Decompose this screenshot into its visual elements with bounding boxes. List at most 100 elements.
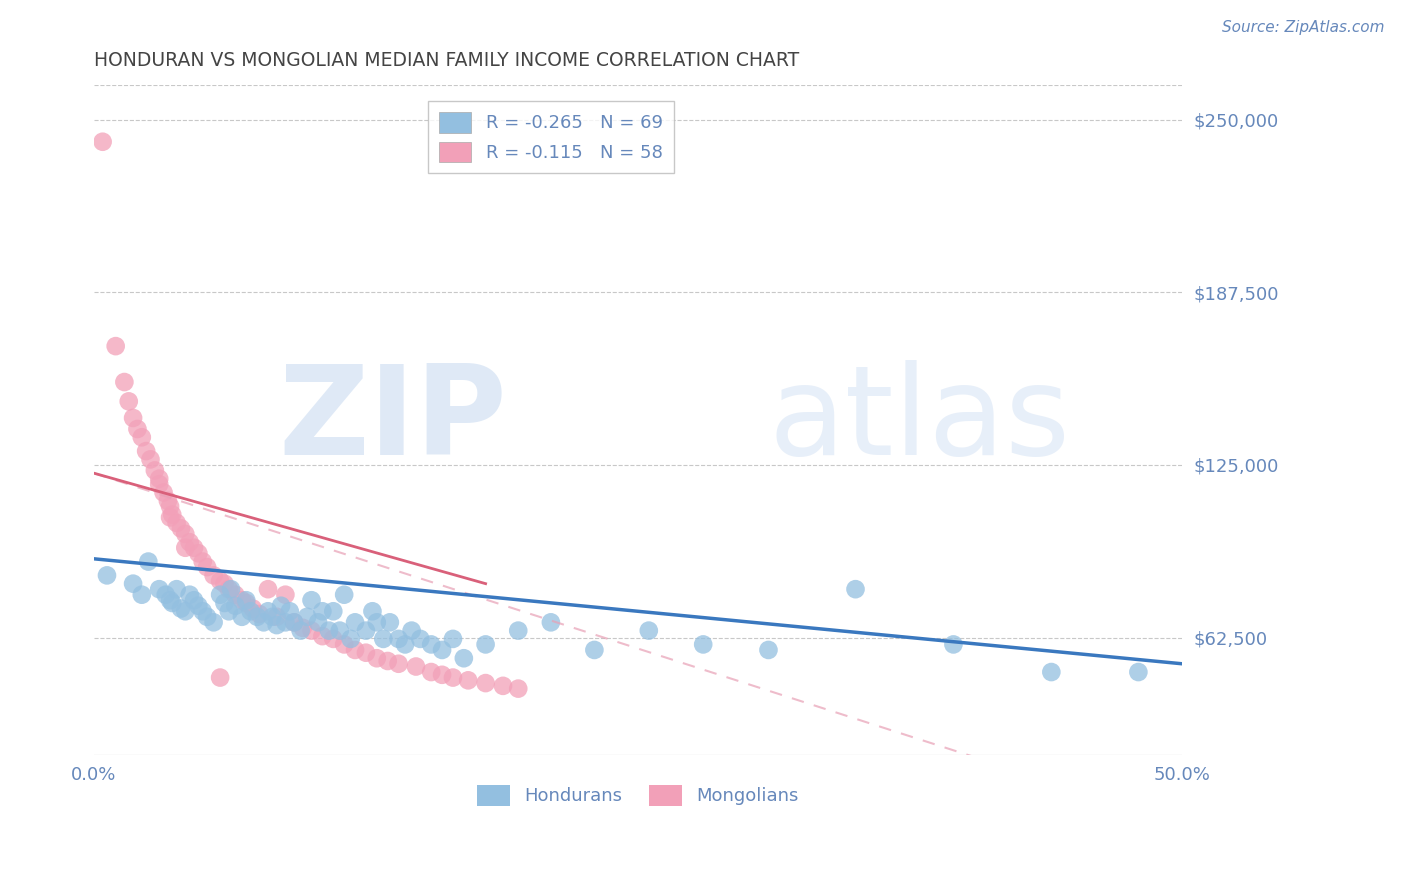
Point bbox=[333, 637, 356, 651]
Text: HONDURAN VS MONGOLIAN MEDIAN FAMILY INCOME CORRELATION CHART: HONDURAN VS MONGOLIAN MEDIAN FAMILY INCO… bbox=[94, 51, 799, 70]
Point bbox=[492, 679, 515, 693]
Point bbox=[122, 411, 145, 425]
Point bbox=[195, 609, 218, 624]
Point bbox=[508, 681, 530, 696]
Point bbox=[257, 604, 280, 618]
Point bbox=[344, 615, 367, 630]
Point bbox=[209, 574, 232, 588]
Point bbox=[339, 632, 361, 646]
Point bbox=[758, 643, 780, 657]
Point bbox=[508, 624, 530, 638]
Text: Source: ZipAtlas.com: Source: ZipAtlas.com bbox=[1222, 20, 1385, 35]
Point bbox=[202, 615, 225, 630]
Point bbox=[1128, 665, 1150, 679]
Point bbox=[191, 604, 214, 618]
Point bbox=[333, 588, 356, 602]
Point bbox=[91, 135, 114, 149]
Point bbox=[295, 609, 318, 624]
Point bbox=[329, 624, 352, 638]
Point bbox=[247, 607, 270, 621]
Point bbox=[242, 601, 264, 615]
Point bbox=[283, 615, 305, 630]
Point bbox=[420, 665, 443, 679]
Point bbox=[844, 582, 866, 597]
Point bbox=[191, 555, 214, 569]
Point bbox=[235, 593, 257, 607]
Point bbox=[159, 593, 181, 607]
Point bbox=[253, 615, 276, 630]
Point bbox=[354, 646, 377, 660]
Point bbox=[148, 582, 170, 597]
Point bbox=[156, 493, 179, 508]
Point bbox=[187, 599, 209, 613]
Point bbox=[354, 624, 377, 638]
Point bbox=[162, 508, 184, 522]
Point bbox=[224, 599, 246, 613]
Point bbox=[311, 604, 333, 618]
Point bbox=[474, 676, 496, 690]
Point bbox=[148, 477, 170, 491]
Point bbox=[441, 632, 464, 646]
Point bbox=[214, 576, 236, 591]
Point bbox=[174, 527, 197, 541]
Point bbox=[143, 463, 166, 477]
Point bbox=[366, 651, 388, 665]
Point bbox=[430, 668, 453, 682]
Point bbox=[202, 568, 225, 582]
Point bbox=[231, 593, 253, 607]
Point bbox=[239, 604, 262, 618]
Point bbox=[394, 637, 416, 651]
Point bbox=[131, 588, 153, 602]
Point bbox=[122, 576, 145, 591]
Text: atlas: atlas bbox=[769, 359, 1070, 481]
Point bbox=[692, 637, 714, 651]
Point bbox=[195, 560, 218, 574]
Point bbox=[361, 604, 384, 618]
Point bbox=[274, 615, 297, 630]
Point bbox=[219, 582, 242, 597]
Point bbox=[420, 637, 443, 651]
Point bbox=[170, 521, 193, 535]
Point bbox=[274, 588, 297, 602]
Point bbox=[266, 618, 288, 632]
Point bbox=[291, 621, 314, 635]
Point bbox=[96, 568, 118, 582]
Point bbox=[131, 430, 153, 444]
Point bbox=[290, 624, 312, 638]
Point bbox=[322, 632, 344, 646]
Point bbox=[224, 588, 246, 602]
Point bbox=[155, 588, 177, 602]
Point bbox=[170, 601, 193, 615]
Point bbox=[401, 624, 423, 638]
Point bbox=[301, 593, 323, 607]
Point bbox=[409, 632, 432, 646]
Point bbox=[283, 615, 305, 630]
Point bbox=[540, 615, 562, 630]
Point bbox=[373, 632, 395, 646]
Legend: Hondurans, Mongolians: Hondurans, Mongolians bbox=[470, 778, 806, 813]
Point bbox=[183, 593, 205, 607]
Point bbox=[246, 609, 269, 624]
Point bbox=[387, 632, 409, 646]
Point bbox=[136, 555, 159, 569]
Point bbox=[457, 673, 479, 688]
Point bbox=[378, 615, 401, 630]
Point bbox=[159, 500, 181, 514]
Point bbox=[301, 624, 323, 638]
Point bbox=[405, 659, 427, 673]
Point bbox=[311, 629, 333, 643]
Point bbox=[179, 588, 201, 602]
Point bbox=[430, 643, 453, 657]
Point bbox=[148, 472, 170, 486]
Point bbox=[344, 643, 367, 657]
Point bbox=[307, 615, 329, 630]
Point bbox=[583, 643, 606, 657]
Text: ZIP: ZIP bbox=[278, 359, 508, 481]
Point bbox=[235, 596, 257, 610]
Point bbox=[266, 609, 288, 624]
Point bbox=[214, 596, 236, 610]
Point bbox=[166, 582, 188, 597]
Point bbox=[135, 444, 157, 458]
Point bbox=[270, 599, 292, 613]
Point bbox=[162, 596, 184, 610]
